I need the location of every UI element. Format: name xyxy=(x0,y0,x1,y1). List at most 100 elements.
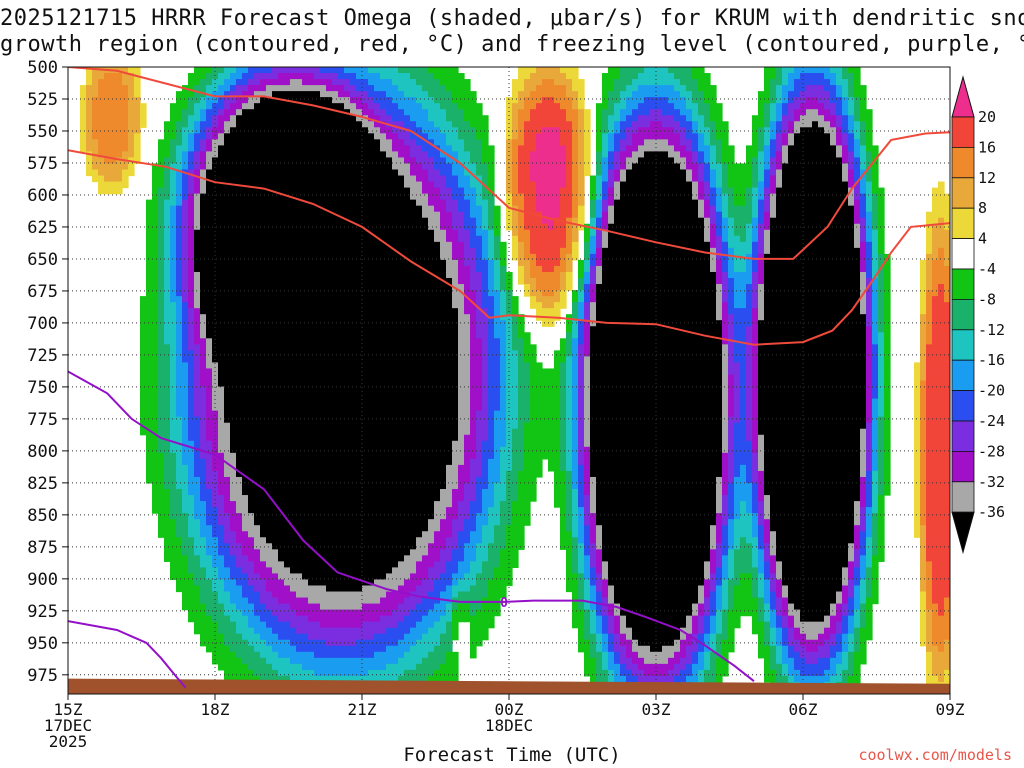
omega-cell xyxy=(428,241,435,249)
omega-cell xyxy=(308,73,315,80)
omega-cell xyxy=(248,296,255,303)
omega-cell xyxy=(338,271,345,279)
omega-cell xyxy=(134,97,141,104)
omega-cell xyxy=(212,482,219,490)
omega-cell xyxy=(428,440,435,448)
omega-cell xyxy=(266,501,273,508)
omega-cell xyxy=(338,350,345,357)
omega-cell xyxy=(206,555,213,562)
omega-cell xyxy=(290,296,297,303)
omega-cell xyxy=(212,151,219,159)
omega-cell xyxy=(248,603,255,611)
omega-cell xyxy=(422,157,429,165)
omega-cell xyxy=(176,121,183,128)
omega-cell xyxy=(314,235,321,243)
omega-cell xyxy=(194,338,201,345)
omega-cell xyxy=(314,169,321,177)
omega-cell xyxy=(374,368,381,376)
omega-cell xyxy=(332,434,339,442)
omega-cell xyxy=(434,410,441,418)
omega-cell xyxy=(320,410,327,418)
omega-cell xyxy=(392,603,399,611)
omega-cell xyxy=(368,199,375,207)
omega-cell xyxy=(242,470,249,478)
omega-cell xyxy=(200,627,207,635)
omega-cell xyxy=(350,627,357,635)
omega-cell xyxy=(302,657,309,665)
omega-cell xyxy=(266,115,273,122)
omega-cell xyxy=(182,338,189,345)
omega-cell xyxy=(260,501,267,508)
omega-cell xyxy=(206,464,213,472)
omega-cell xyxy=(260,440,267,448)
omega-cell xyxy=(362,537,369,544)
omega-cell xyxy=(194,585,201,593)
omega-cell xyxy=(356,603,363,611)
omega-cell xyxy=(266,579,273,587)
omega-cell xyxy=(260,121,267,128)
omega-cell xyxy=(380,265,387,273)
omega-cell xyxy=(296,495,303,502)
omega-cell xyxy=(212,265,219,273)
omega-cell xyxy=(248,133,255,140)
omega-cell xyxy=(236,482,243,490)
omega-cell xyxy=(302,302,309,309)
omega-cell xyxy=(422,555,429,562)
omega-cell xyxy=(386,265,393,273)
omega-cell xyxy=(194,621,201,629)
omega-cell xyxy=(230,67,237,74)
omega-cell xyxy=(266,259,273,267)
omega-cell xyxy=(206,404,213,412)
omega-cell xyxy=(290,67,297,74)
omega-cell xyxy=(206,525,213,532)
omega-cell xyxy=(194,380,201,388)
omega-cell xyxy=(254,235,261,243)
omega-cell xyxy=(122,169,129,177)
omega-cell xyxy=(206,567,213,575)
omega-cell xyxy=(332,145,339,153)
omega-cell xyxy=(284,609,291,617)
omega-cell xyxy=(338,482,345,490)
omega-cell xyxy=(284,67,291,74)
omega-cell xyxy=(218,296,225,303)
omega-cell xyxy=(320,669,327,677)
omega-cell xyxy=(278,416,285,424)
omega-cell xyxy=(434,326,441,333)
omega-cell xyxy=(176,229,183,237)
omega-cell xyxy=(266,193,273,201)
omega-cell xyxy=(224,278,231,285)
omega-cell xyxy=(182,296,189,303)
omega-cell xyxy=(194,199,201,207)
omega-cell xyxy=(266,639,273,647)
omega-cell xyxy=(146,392,153,400)
omega-cell xyxy=(140,109,147,116)
omega-cell xyxy=(350,344,357,351)
omega-cell xyxy=(398,609,405,617)
omega-cell xyxy=(230,675,237,683)
omega-cell xyxy=(242,446,249,454)
omega-cell xyxy=(386,253,393,261)
omega-cell xyxy=(164,525,171,532)
omega-cell xyxy=(206,85,213,92)
omega-cell xyxy=(296,489,303,496)
omega-cell xyxy=(422,332,429,339)
omega-cell xyxy=(278,585,285,593)
omega-cell xyxy=(398,284,405,291)
omega-cell xyxy=(416,278,423,285)
omega-cell xyxy=(230,302,237,309)
omega-cell xyxy=(236,386,243,394)
omega-cell xyxy=(224,597,231,605)
omega-cell xyxy=(242,121,249,128)
omega-cell xyxy=(230,422,237,430)
omega-cell xyxy=(152,169,159,177)
omega-cell xyxy=(362,85,369,92)
omega-cell xyxy=(404,639,411,647)
omega-cell xyxy=(428,404,435,412)
omega-cell xyxy=(428,597,435,605)
omega-cell xyxy=(272,290,279,297)
omega-cell xyxy=(416,404,423,412)
omega-cell xyxy=(434,79,441,86)
omega-cell xyxy=(416,398,423,406)
omega-cell xyxy=(296,663,303,671)
omega-cell xyxy=(422,525,429,532)
